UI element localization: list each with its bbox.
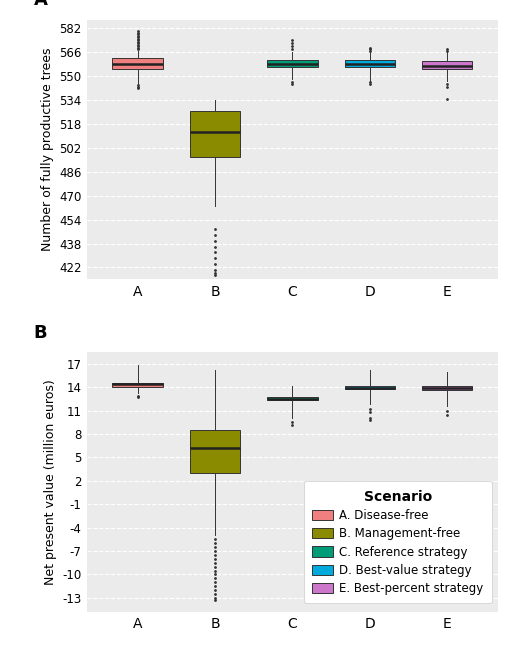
- Bar: [190, 430, 240, 473]
- Text: B: B: [34, 324, 48, 342]
- Bar: [112, 59, 163, 69]
- Bar: [345, 387, 395, 389]
- Bar: [422, 61, 472, 69]
- Bar: [422, 387, 472, 389]
- Y-axis label: Net present value (million euros): Net present value (million euros): [44, 379, 57, 585]
- Y-axis label: Number of fully productive trees: Number of fully productive trees: [41, 48, 53, 251]
- Bar: [267, 397, 318, 400]
- Text: A: A: [34, 0, 48, 9]
- Bar: [190, 111, 240, 157]
- Bar: [267, 60, 318, 67]
- Bar: [112, 383, 163, 387]
- Legend: A. Disease-free, B. Management-free, C. Reference strategy, D. Best-value strate: A. Disease-free, B. Management-free, C. …: [304, 481, 491, 603]
- Bar: [345, 60, 395, 67]
